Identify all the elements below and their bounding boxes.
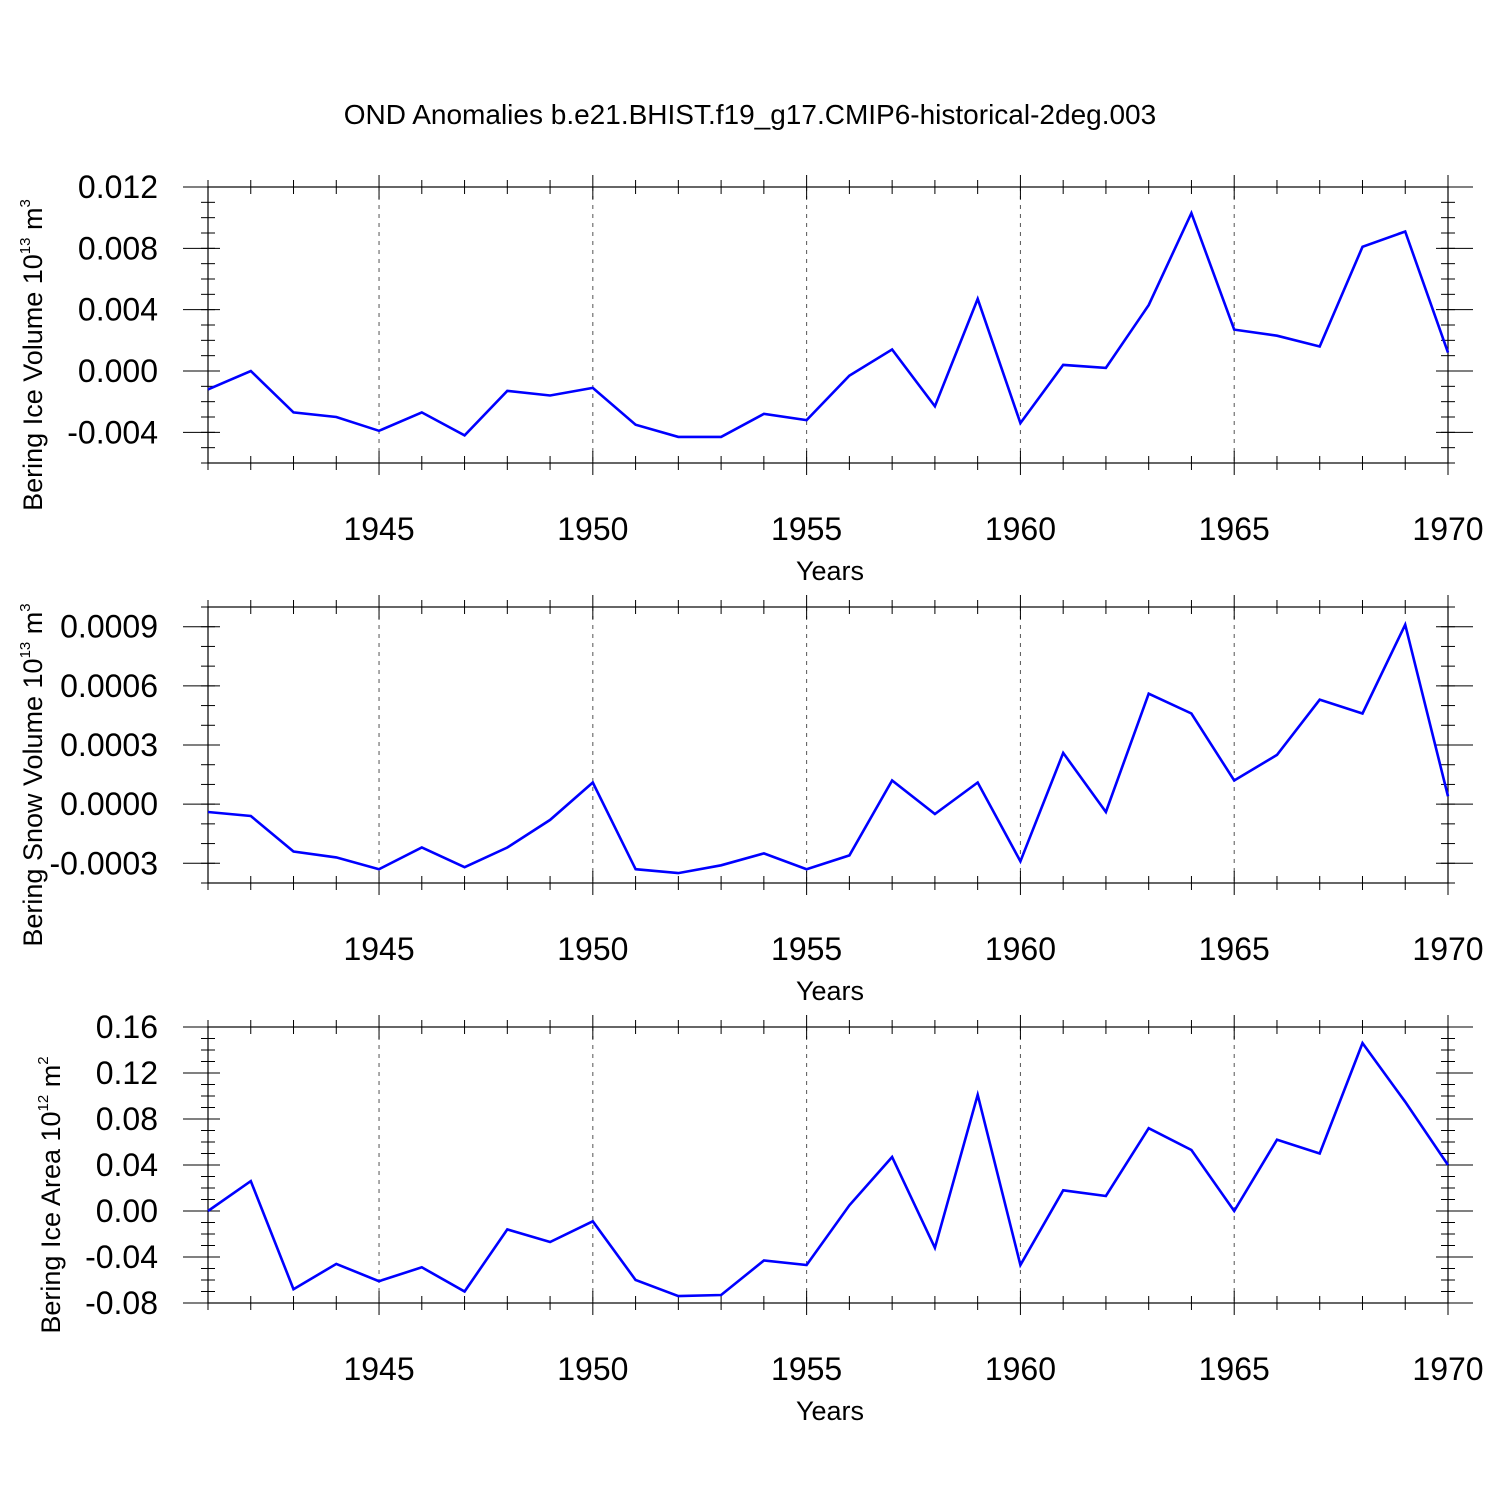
panel-3: -0.08 -0.04 0.00 0.04 0.08 0.12 0.16 1945 1950 19… [35, 1009, 1484, 1426]
panel-2: -0.0003 0.0000 0.0003 0.0006 0.0009 1945 1950 1… [17, 595, 1484, 1006]
x-tick-label: 1955 [771, 931, 842, 967]
x-tick-label: 1960 [985, 1351, 1056, 1387]
x-tick-label: 1945 [343, 1351, 414, 1387]
panel-1: -0.004 0.000 0.004 0.008 0.012 1945 1950 1955 19… [17, 169, 1484, 586]
x-tick-label: 1955 [771, 1351, 842, 1387]
plot-frame [207, 186, 1449, 464]
y-tick-label: 0.0000 [60, 786, 158, 822]
y-tick-label: 0.08 [96, 1101, 158, 1137]
data-series-line [207, 209, 1450, 439]
x-tick-label: 1955 [771, 511, 842, 547]
y-axis-label: Bering Ice Area 1012 m2 [35, 1056, 66, 1333]
y-tick-label: 0.04 [96, 1147, 158, 1183]
x-tick-label: 1950 [557, 1351, 628, 1387]
x-tick-label: 1965 [1199, 511, 1270, 547]
x-axis-label: Years [796, 976, 864, 1006]
x-tick-label: 1950 [557, 931, 628, 967]
x-tick-label: 1970 [1412, 511, 1483, 547]
y-tick-label: -0.08 [85, 1285, 158, 1321]
y-tick-label: 0.0009 [60, 609, 158, 645]
y-tick-label: -0.0003 [49, 845, 158, 881]
y-tick-label: 0.012 [78, 169, 158, 205]
y-tick-label: -0.004 [67, 414, 158, 450]
y-axis-label: Bering Snow Volume 1013 m3 [17, 603, 48, 946]
y-axis-label: Bering Ice Volume 1013 m3 [17, 199, 48, 511]
y-tick-label: 0.000 [78, 353, 158, 389]
x-tick-label: 1945 [343, 511, 414, 547]
y-tick-label: 0.0003 [60, 727, 158, 763]
x-tick-label: 1960 [985, 511, 1056, 547]
data-series-line [207, 1040, 1450, 1298]
plot-frame [207, 606, 1449, 884]
x-tick-label: 1970 [1412, 1351, 1483, 1387]
x-tick-label: 1950 [557, 511, 628, 547]
y-tick-label: 0.008 [78, 230, 158, 266]
y-tick-label: 0.00 [96, 1193, 158, 1229]
x-tick-label: 1960 [985, 931, 1056, 967]
x-tick-label: 1970 [1412, 931, 1483, 967]
y-tick-label: 0.16 [96, 1009, 158, 1045]
x-tick-label: 1965 [1199, 1351, 1270, 1387]
x-axis-label: Years [796, 556, 864, 586]
data-series-line [207, 620, 1450, 875]
x-tick-label: 1965 [1199, 931, 1270, 967]
x-axis-label: Years [796, 1396, 864, 1426]
y-tick-label: -0.04 [85, 1239, 158, 1275]
x-tick-label: 1945 [343, 931, 414, 967]
y-tick-label: 0.004 [78, 292, 158, 328]
chart-title: OND Anomalies b.e21.BHIST.f19_g17.CMIP6-… [344, 99, 1156, 130]
y-tick-label: 0.0006 [60, 668, 158, 704]
y-tick-label: 0.12 [96, 1055, 158, 1091]
